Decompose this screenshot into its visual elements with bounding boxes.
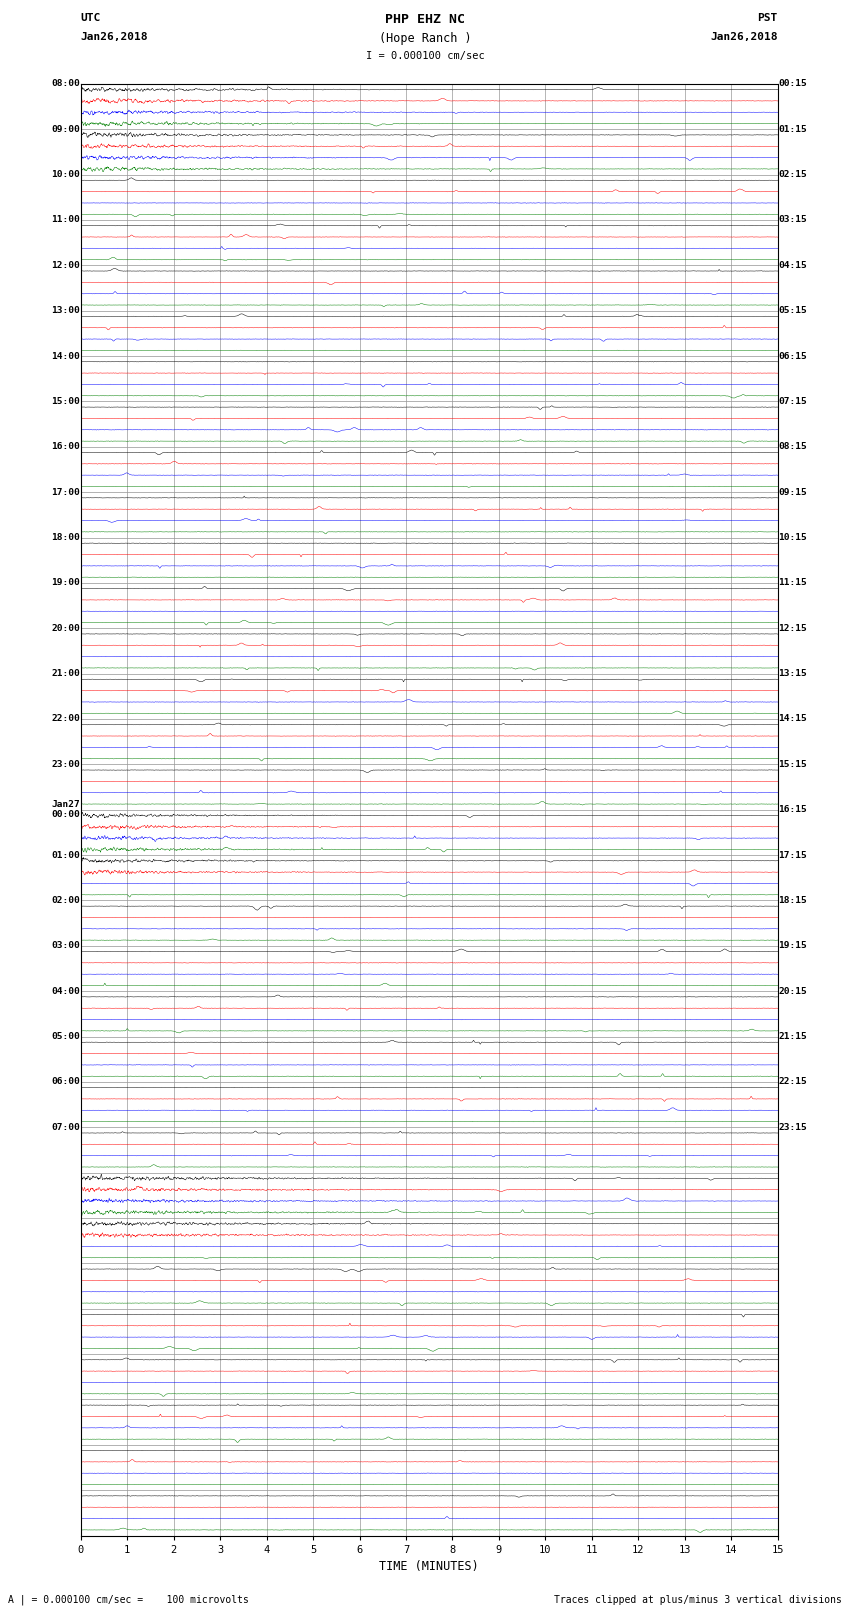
Text: Jan26,2018: Jan26,2018 xyxy=(81,32,148,42)
Text: Traces clipped at plus/minus 3 vertical divisions: Traces clipped at plus/minus 3 vertical … xyxy=(553,1595,842,1605)
Text: 09:15: 09:15 xyxy=(779,487,808,497)
Text: 02:00: 02:00 xyxy=(51,895,80,905)
Text: 17:00: 17:00 xyxy=(51,487,80,497)
Text: 18:00: 18:00 xyxy=(51,532,80,542)
Text: 11:00: 11:00 xyxy=(51,216,80,224)
Text: 22:00: 22:00 xyxy=(51,715,80,724)
Text: 03:15: 03:15 xyxy=(779,216,808,224)
Text: 04:15: 04:15 xyxy=(779,261,808,269)
Text: Jan26,2018: Jan26,2018 xyxy=(711,32,778,42)
Text: 13:00: 13:00 xyxy=(51,306,80,315)
Text: 08:00: 08:00 xyxy=(51,79,80,89)
Text: 16:00: 16:00 xyxy=(51,442,80,452)
Text: 16:15: 16:15 xyxy=(779,805,808,815)
Text: (Hope Ranch ): (Hope Ranch ) xyxy=(379,32,471,45)
Text: 21:15: 21:15 xyxy=(779,1032,808,1040)
Text: 13:15: 13:15 xyxy=(779,669,808,677)
Text: 20:00: 20:00 xyxy=(51,624,80,632)
Text: 11:15: 11:15 xyxy=(779,579,808,587)
Text: 01:00: 01:00 xyxy=(51,850,80,860)
Text: UTC: UTC xyxy=(81,13,101,23)
Text: 19:15: 19:15 xyxy=(779,942,808,950)
Text: PHP EHZ NC: PHP EHZ NC xyxy=(385,13,465,26)
Text: 20:15: 20:15 xyxy=(779,987,808,995)
Text: 21:00: 21:00 xyxy=(51,669,80,677)
Text: 15:15: 15:15 xyxy=(779,760,808,769)
Text: 15:00: 15:00 xyxy=(51,397,80,406)
X-axis label: TIME (MINUTES): TIME (MINUTES) xyxy=(379,1560,479,1573)
Text: 14:15: 14:15 xyxy=(779,715,808,724)
Text: 22:15: 22:15 xyxy=(779,1077,808,1087)
Text: 10:00: 10:00 xyxy=(51,169,80,179)
Text: 02:15: 02:15 xyxy=(779,169,808,179)
Text: 00:15: 00:15 xyxy=(779,79,808,89)
Text: 01:15: 01:15 xyxy=(779,124,808,134)
Text: 14:00: 14:00 xyxy=(51,352,80,361)
Text: 06:00: 06:00 xyxy=(51,1077,80,1087)
Text: A | = 0.000100 cm/sec =    100 microvolts: A | = 0.000100 cm/sec = 100 microvolts xyxy=(8,1594,249,1605)
Text: 19:00: 19:00 xyxy=(51,579,80,587)
Text: 17:15: 17:15 xyxy=(779,850,808,860)
Text: 23:15: 23:15 xyxy=(779,1123,808,1132)
Text: 12:15: 12:15 xyxy=(779,624,808,632)
Text: Jan27
00:00: Jan27 00:00 xyxy=(51,800,80,819)
Text: 05:15: 05:15 xyxy=(779,306,808,315)
Text: I = 0.000100 cm/sec: I = 0.000100 cm/sec xyxy=(366,52,484,61)
Text: 08:15: 08:15 xyxy=(779,442,808,452)
Text: PST: PST xyxy=(757,13,778,23)
Text: 05:00: 05:00 xyxy=(51,1032,80,1040)
Text: 10:15: 10:15 xyxy=(779,532,808,542)
Text: 04:00: 04:00 xyxy=(51,987,80,995)
Text: 09:00: 09:00 xyxy=(51,124,80,134)
Text: 07:15: 07:15 xyxy=(779,397,808,406)
Text: 03:00: 03:00 xyxy=(51,942,80,950)
Text: 07:00: 07:00 xyxy=(51,1123,80,1132)
Text: 06:15: 06:15 xyxy=(779,352,808,361)
Text: 12:00: 12:00 xyxy=(51,261,80,269)
Text: 18:15: 18:15 xyxy=(779,895,808,905)
Text: 23:00: 23:00 xyxy=(51,760,80,769)
